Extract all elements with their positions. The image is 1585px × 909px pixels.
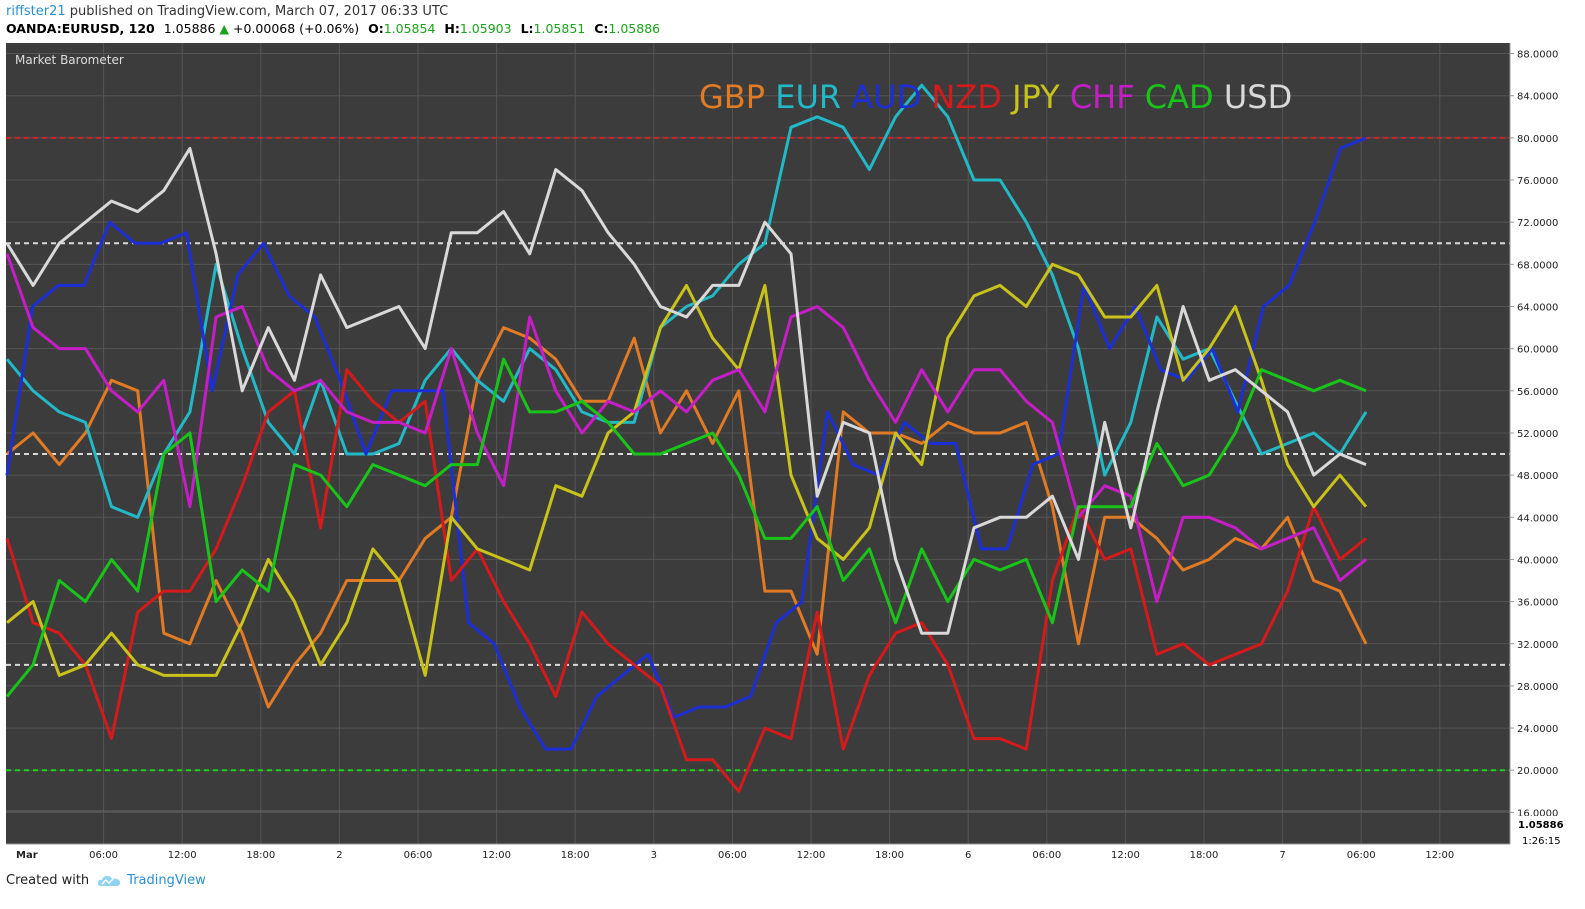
x-tick-label: 18:00 bbox=[246, 850, 275, 861]
indicator-name: Market Barometer bbox=[15, 53, 124, 67]
series-line-aud bbox=[5, 136, 1367, 751]
y-tick-label: 72.0000 bbox=[1517, 218, 1558, 229]
legend-cad: CAD bbox=[1135, 78, 1214, 116]
x-tick-label: 12:00 bbox=[1111, 850, 1140, 861]
series-line-jpy bbox=[6, 262, 1368, 677]
x-tick-label: 18:00 bbox=[561, 850, 590, 861]
series-lines bbox=[5, 83, 1368, 793]
ohlc-bar: OANDA:EURUSD, 120 1.05886 ▲ +0.00068 (+0… bbox=[6, 21, 660, 36]
x-tick-label: 12:00 bbox=[797, 850, 826, 861]
legend-chf: CHF bbox=[1060, 78, 1135, 116]
tradingview-cloud-icon bbox=[97, 875, 121, 886]
x-tick-label: 18:00 bbox=[1190, 850, 1219, 861]
grid-lines bbox=[6, 43, 1510, 844]
legend-aud: AUD bbox=[841, 78, 921, 116]
y-tick-label: 16.0000 bbox=[1517, 808, 1558, 819]
x-tick-label: 2 bbox=[336, 850, 342, 861]
change-value: +0.00068 (+0.06%) bbox=[233, 21, 360, 36]
x-tick-label: 3 bbox=[651, 850, 657, 861]
x-axis-ticks: Mar 06:00 12:00 18:00 2 06:00 12:00 18:00 3 06:00… bbox=[16, 850, 1454, 861]
y-tick-label: 24.0000 bbox=[1517, 724, 1558, 735]
y-tick-label: 28.0000 bbox=[1517, 682, 1558, 693]
symbol-label: OANDA:EURUSD, 120 bbox=[6, 21, 155, 36]
y-tick-label: 64.0000 bbox=[1517, 302, 1558, 313]
x-tick-label: Mar bbox=[16, 850, 38, 861]
x-tick-label: 7 bbox=[1279, 850, 1285, 861]
up-arrow-icon: ▲ bbox=[219, 21, 230, 36]
legend-jpy: JPY bbox=[1002, 78, 1060, 116]
tradingview-link[interactable]: TradingView bbox=[127, 873, 206, 888]
y-axis-ticks: 88.0000 84.0000 80.0000 76.0000 72.0000 68.00… bbox=[1510, 50, 1558, 819]
x-tick-label: 12:00 bbox=[168, 850, 197, 861]
price-tag: 1.05886 bbox=[1518, 820, 1564, 831]
level-lines bbox=[6, 136, 1510, 772]
y-tick-label: 76.0000 bbox=[1517, 176, 1558, 187]
x-tick-label: 06:00 bbox=[718, 850, 747, 861]
axis-background bbox=[1510, 43, 1585, 863]
open-label: O: bbox=[368, 21, 384, 36]
y-tick-label: 80.0000 bbox=[1517, 134, 1558, 145]
y-tick-label: 36.0000 bbox=[1517, 598, 1558, 609]
publisher-link[interactable]: riffster21 bbox=[6, 4, 66, 19]
low-label: L: bbox=[520, 21, 534, 36]
high-value: 1.05903 bbox=[459, 21, 512, 36]
y-tick-label: 44.0000 bbox=[1517, 513, 1558, 524]
series-line-nzd bbox=[5, 368, 1367, 793]
created-with-text: Created with bbox=[6, 873, 90, 888]
series-line-gbp bbox=[6, 326, 1368, 709]
publish-info: riffster21 published on TradingView.com,… bbox=[6, 4, 448, 19]
y-tick-label: 20.0000 bbox=[1517, 766, 1558, 777]
y-tick-label: 68.0000 bbox=[1517, 260, 1558, 271]
close-label: C: bbox=[594, 21, 609, 36]
y-tick-label: 40.0000 bbox=[1517, 555, 1558, 566]
time-tag: 1:26:15 bbox=[1522, 836, 1561, 847]
y-tick-label: 56.0000 bbox=[1517, 387, 1558, 398]
y-tick-label: 32.0000 bbox=[1517, 640, 1558, 651]
y-tick-label: 60.0000 bbox=[1517, 345, 1558, 356]
legend-eur: EUR bbox=[765, 78, 841, 116]
legend-nzd: NZD bbox=[921, 78, 1002, 116]
last-price: 1.05886 bbox=[163, 21, 216, 36]
price-tag-bg bbox=[1511, 816, 1585, 832]
x-tick-label: 12:00 bbox=[1425, 850, 1454, 861]
currency-legend: GBP EUR AUD NZD JPY CHF CAD USD bbox=[699, 78, 1292, 116]
series-line-chf bbox=[5, 253, 1367, 604]
y-tick-label: 48.0000 bbox=[1517, 471, 1558, 482]
x-tick-label: 6 bbox=[965, 850, 971, 861]
low-value: 1.05851 bbox=[533, 21, 586, 36]
footer: Created with TradingView bbox=[6, 873, 206, 888]
series-line-eur bbox=[5, 83, 1368, 519]
legend-usd: USD bbox=[1214, 78, 1293, 116]
close-value: 1.05886 bbox=[608, 21, 661, 36]
open-value: 1.05854 bbox=[383, 21, 436, 36]
y-tick-label: 84.0000 bbox=[1517, 92, 1558, 103]
x-tick-label: 18:00 bbox=[875, 850, 904, 861]
x-tick-label: 12:00 bbox=[482, 850, 511, 861]
y-tick-label: 88.0000 bbox=[1517, 50, 1558, 61]
x-tick-label: 06:00 bbox=[1347, 850, 1376, 861]
x-tick-label: 06:00 bbox=[89, 850, 118, 861]
y-tick-label: 52.0000 bbox=[1517, 429, 1558, 440]
x-tick-label: 06:00 bbox=[1032, 850, 1061, 861]
series-line-usd bbox=[5, 146, 1367, 635]
x-tick-label: 06:00 bbox=[404, 850, 433, 861]
high-label: H: bbox=[444, 21, 460, 36]
legend-gbp: GBP bbox=[699, 78, 765, 116]
published-text: published on TradingView.com, March 07, … bbox=[65, 4, 449, 19]
